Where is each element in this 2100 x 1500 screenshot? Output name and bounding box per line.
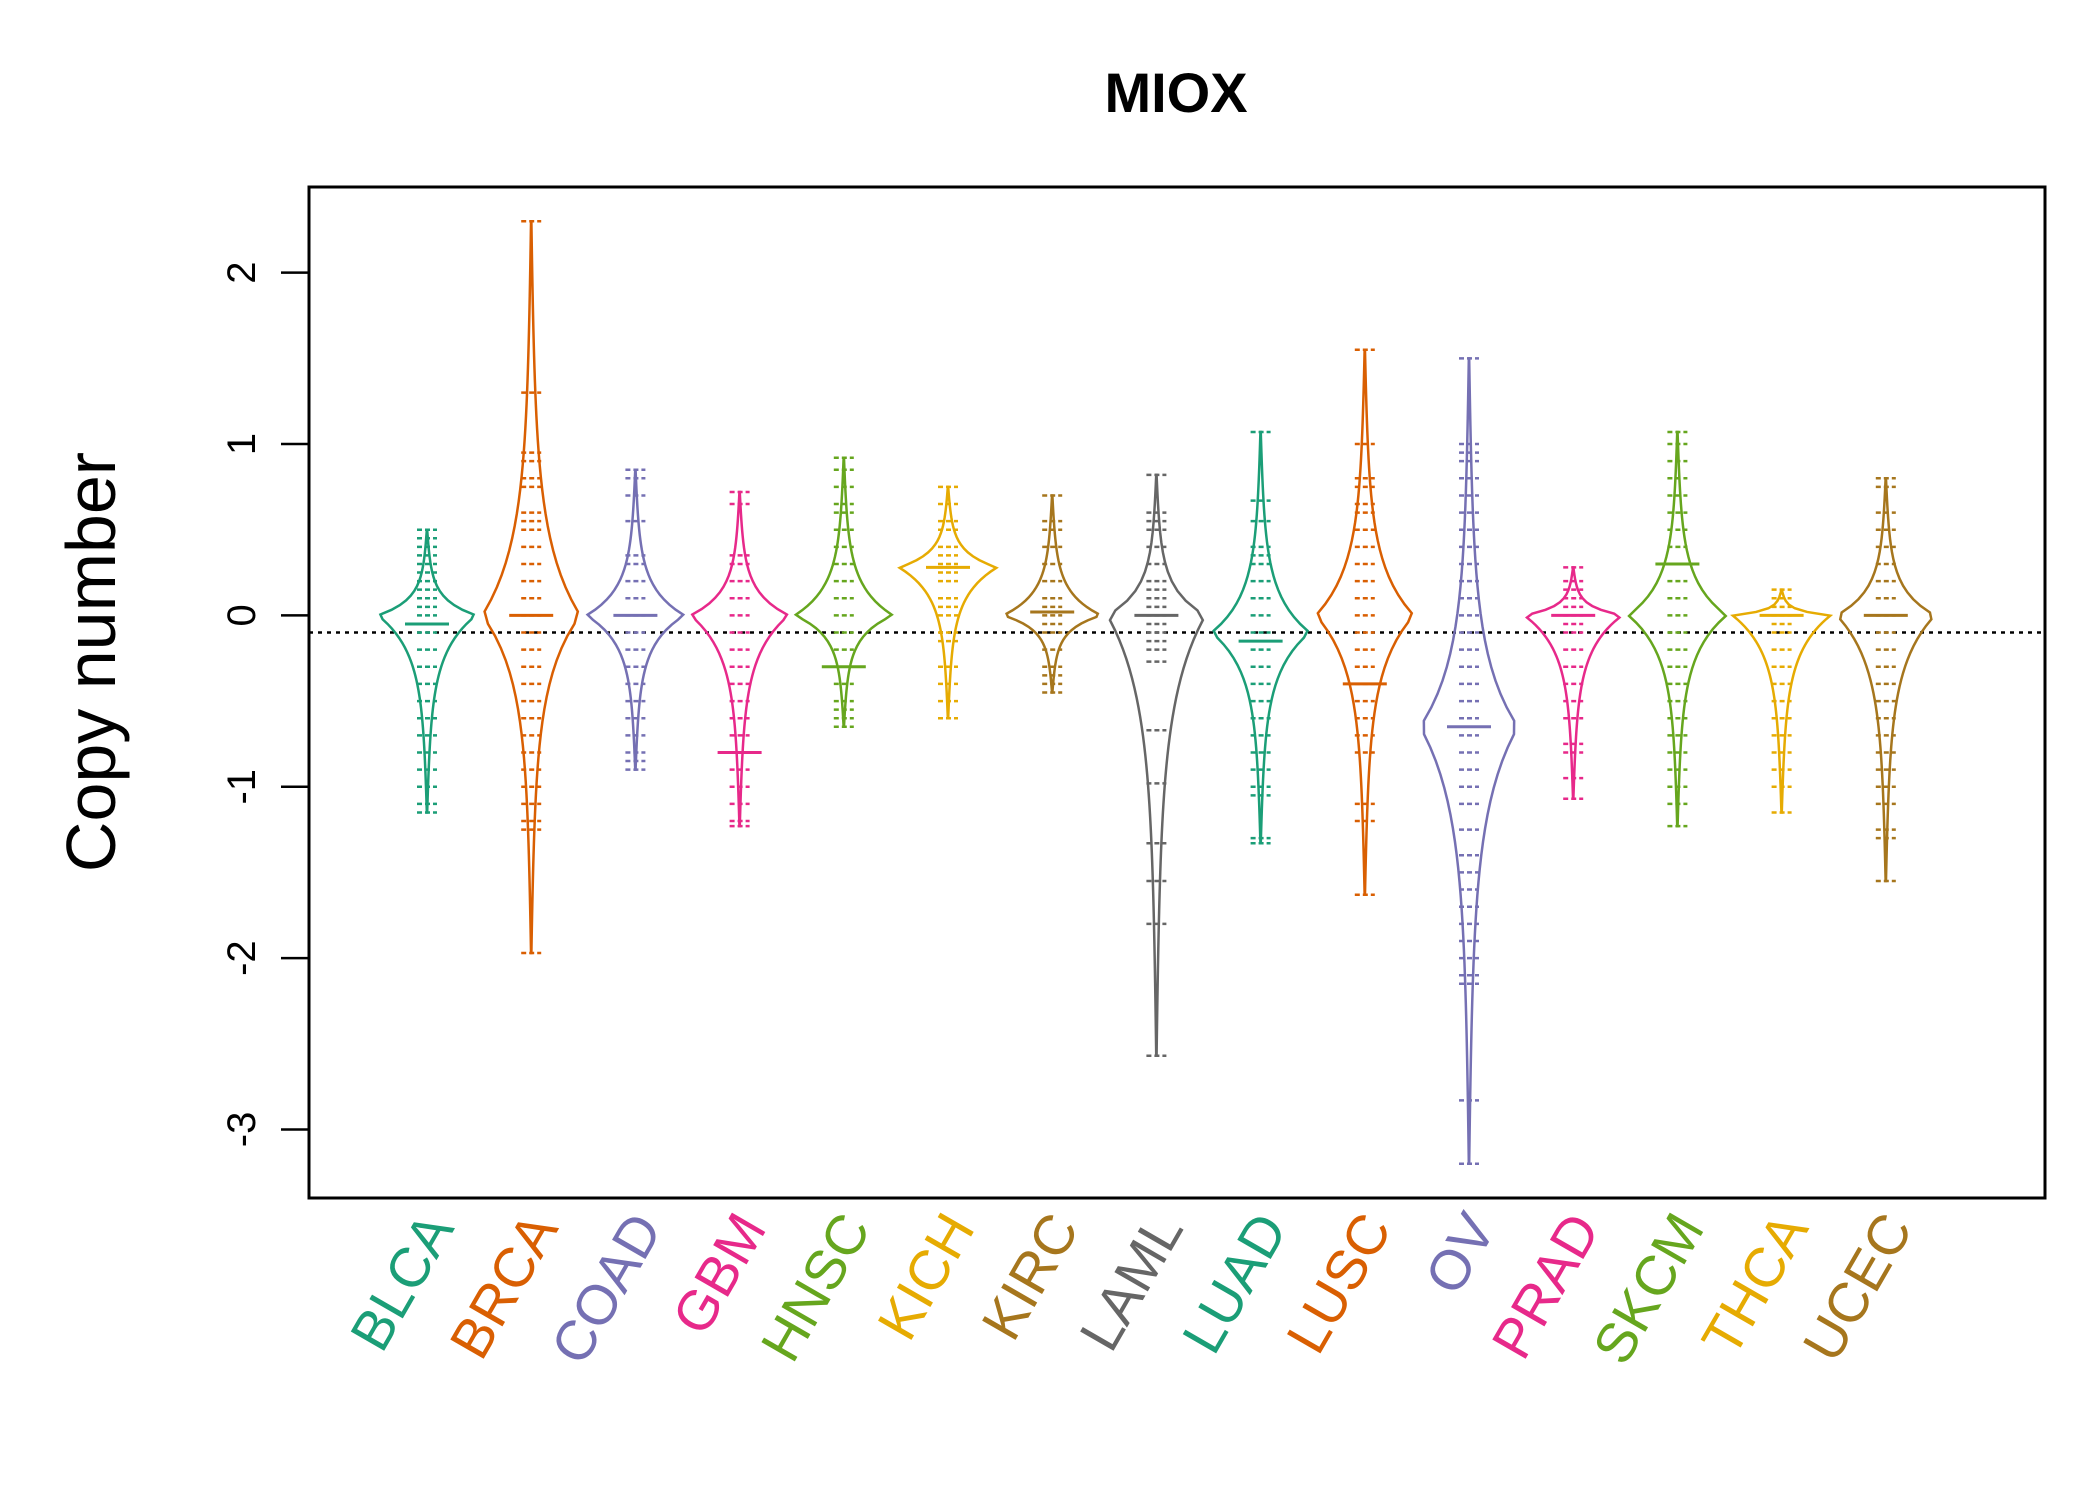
y-axis-label: Copy number xyxy=(52,452,130,872)
bean-kirc xyxy=(1005,494,1100,694)
y-tick-label: -1 xyxy=(220,769,264,805)
plot-frame xyxy=(307,185,2047,1200)
bean-kich xyxy=(897,485,999,720)
bean-hnsc xyxy=(793,456,894,729)
bean-gbm xyxy=(690,490,789,828)
bean-laml xyxy=(1108,473,1205,1058)
bean-thca xyxy=(1730,588,1834,814)
bean-luad xyxy=(1212,430,1310,845)
bean-brca xyxy=(483,220,580,955)
bean-coad xyxy=(585,468,686,771)
bean-prad xyxy=(1524,566,1622,800)
bean-skcm xyxy=(1627,430,1728,828)
y-tick-label: -3 xyxy=(220,1112,264,1148)
chart-title: MIOX xyxy=(1104,61,1247,124)
bean-ov xyxy=(1422,357,1516,1165)
y-tick-label: 2 xyxy=(220,262,264,284)
bean-ucec xyxy=(1838,477,1933,883)
y-tick-label: 0 xyxy=(220,604,264,626)
y-tick-label: 1 xyxy=(220,433,264,455)
bean-blca xyxy=(378,528,476,814)
y-tick-label: -2 xyxy=(220,940,264,976)
bean-lusc xyxy=(1316,348,1414,896)
